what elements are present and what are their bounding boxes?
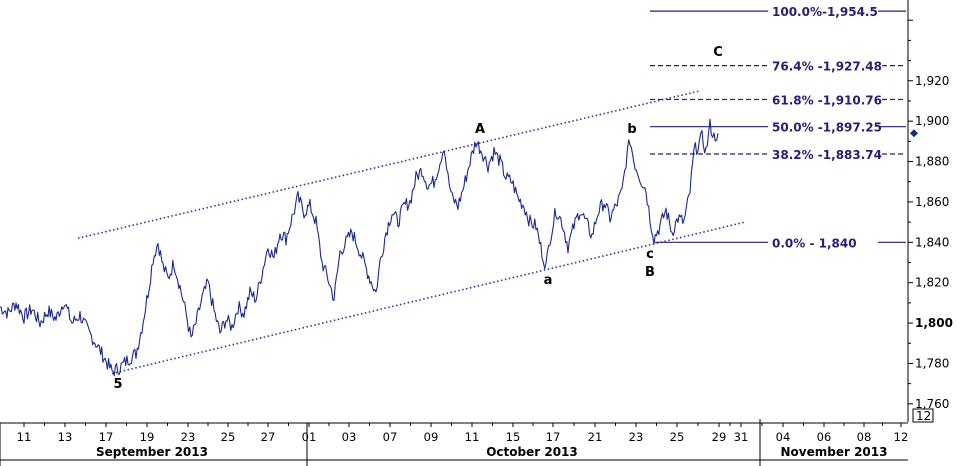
x-tick-label: 31 bbox=[734, 430, 749, 444]
fib-label: 0.0% - 1,840 bbox=[772, 236, 857, 250]
wave-label-a: a bbox=[544, 273, 553, 288]
last-value-marker bbox=[910, 129, 918, 138]
x-tick-label: 11 bbox=[17, 430, 32, 444]
month-label: September 2013 bbox=[96, 445, 208, 459]
wave-label-A: A bbox=[475, 122, 485, 137]
fib-label: 76.4% -1,927.48 bbox=[772, 60, 882, 74]
x-tick-label: 17 bbox=[546, 430, 561, 444]
y-tick-label: 1,860 bbox=[915, 195, 949, 209]
fib-label-bg bbox=[768, 91, 878, 107]
channel-line-upper bbox=[77, 90, 701, 240]
y-tick-label: 1,760 bbox=[915, 397, 949, 411]
y-tick-label: 1,840 bbox=[915, 235, 949, 249]
fib-levels: 100.0%-1,954.5 76.4% -1,927.48 61.8% -1,91… bbox=[650, 3, 906, 250]
fib-label-bg bbox=[768, 3, 878, 19]
price-line bbox=[0, 118, 719, 377]
x-tick-label: 13 bbox=[58, 430, 73, 444]
x-tick-label: 15 bbox=[506, 430, 521, 444]
channel-lines bbox=[77, 90, 746, 375]
y-tick-label: 1,900 bbox=[915, 114, 949, 128]
fib-label-bg bbox=[768, 57, 878, 73]
wave-label-5: 5 bbox=[113, 377, 122, 392]
x-tick-label: 06 bbox=[817, 430, 832, 444]
fib-label-bg bbox=[768, 145, 878, 161]
corner-box bbox=[912, 408, 934, 423]
x-tick-label: 09 bbox=[424, 430, 439, 444]
y-axis: 1,760 1,780 1,800 1,820 1,840 1,860 1,880 1,900… bbox=[907, 0, 953, 423]
fib-label-bg bbox=[768, 234, 878, 250]
x-tick-label: 03 bbox=[342, 430, 357, 444]
corner-label: 12 bbox=[916, 409, 931, 423]
fib-label: 61.8% -1,910.76 bbox=[772, 93, 882, 107]
x-tick-label: 11 bbox=[465, 430, 480, 444]
x-tick-label: 19 bbox=[140, 430, 155, 444]
month-label: November 2013 bbox=[781, 445, 888, 459]
month-label: October 2013 bbox=[486, 445, 578, 459]
fib-label: 100.0%-1,954.5 bbox=[772, 5, 878, 19]
x-axis: 11 13 17 19 23 25 27 01 03 07 09 11 15 17 21 23 25 29 31 04… bbox=[0, 419, 908, 466]
y-tick-label: 1,880 bbox=[915, 155, 949, 169]
x-tick-label: 23 bbox=[629, 430, 644, 444]
x-tick-label: 25 bbox=[221, 430, 236, 444]
wave-label-B: B bbox=[645, 265, 655, 280]
y-tick-label: 1,800 bbox=[915, 316, 953, 330]
x-tick-label: 08 bbox=[857, 430, 872, 444]
wave-label-c: c bbox=[646, 247, 654, 262]
x-tick-label: 17 bbox=[99, 430, 114, 444]
channel-line-lower bbox=[111, 221, 746, 375]
y-tick-label: 1,820 bbox=[915, 276, 949, 290]
y-tick-label: 1,920 bbox=[915, 74, 949, 88]
x-tick-label: 04 bbox=[776, 430, 791, 444]
fib-label: 50.0% -1,897.25 bbox=[772, 121, 882, 135]
x-tick-label: 07 bbox=[383, 430, 398, 444]
x-tick-label: 21 bbox=[588, 430, 603, 444]
wave-label-C: C bbox=[713, 45, 723, 60]
fib-label-bg bbox=[768, 118, 878, 134]
x-tick-label: 12 bbox=[894, 430, 909, 444]
x-tick-label: 27 bbox=[261, 430, 276, 444]
wave-label-b: b bbox=[627, 122, 636, 137]
fib-label: 38.2% -1,883.74 bbox=[772, 148, 882, 162]
x-tick-label: 29 bbox=[712, 430, 727, 444]
wave-labels: 5 Aa b cB C bbox=[113, 45, 722, 392]
price-series bbox=[0, 118, 719, 377]
x-tick-label: 23 bbox=[181, 430, 196, 444]
x-tick-label: 01 bbox=[302, 430, 317, 444]
y-tick-label: 1,780 bbox=[915, 356, 949, 370]
x-tick-label: 25 bbox=[670, 430, 685, 444]
